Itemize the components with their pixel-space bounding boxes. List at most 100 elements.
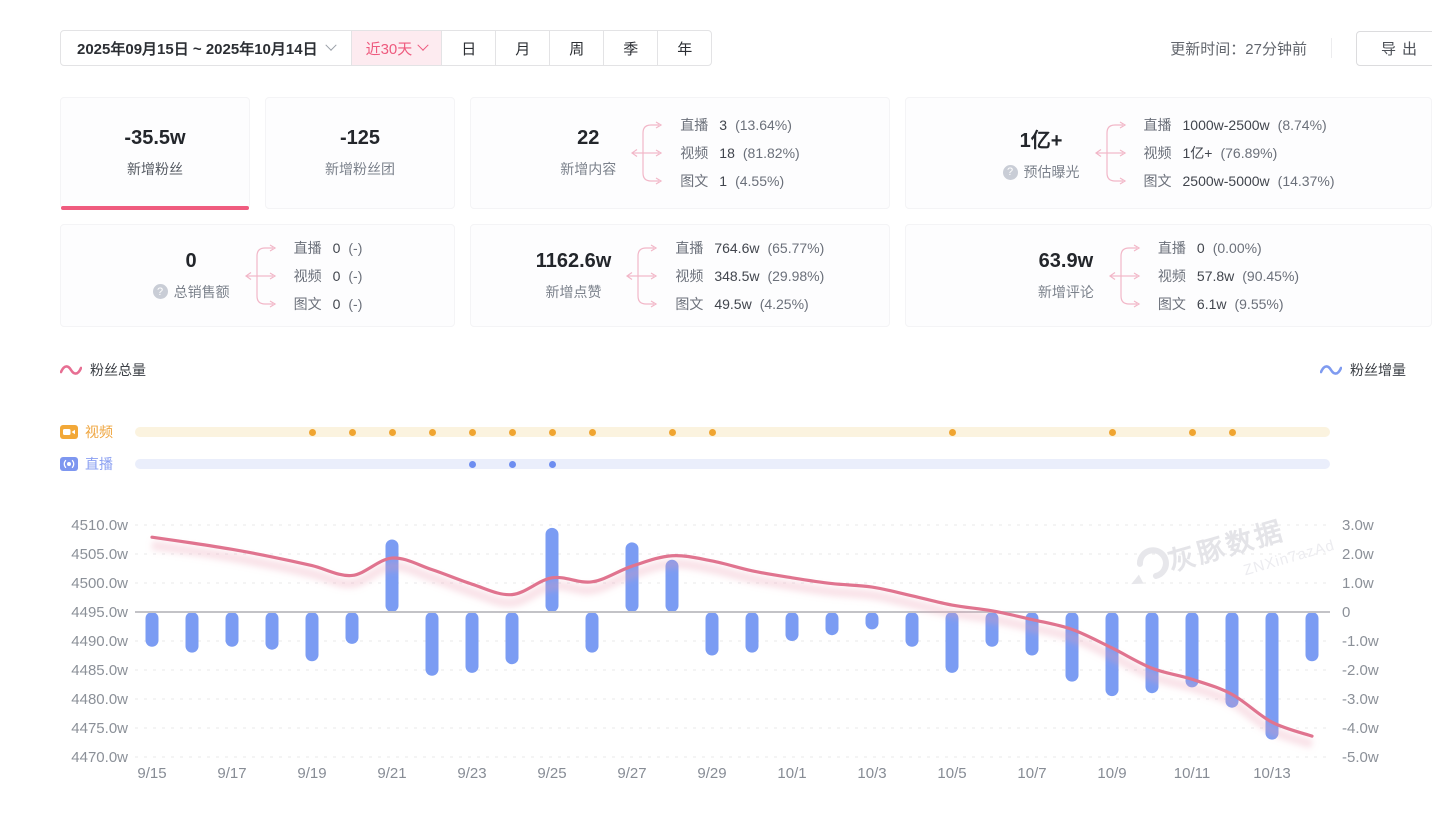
stat-card-new-fans[interactable]: -35.5w 新增粉丝: [60, 97, 250, 210]
help-icon[interactable]: [152, 284, 168, 299]
svg-text:4470.0w: 4470.0w: [71, 749, 128, 766]
svg-text:-3.0w: -3.0w: [1342, 691, 1379, 708]
svg-text:-4.0w: -4.0w: [1342, 720, 1379, 737]
divider: [1330, 38, 1332, 58]
breakdown-row: 视频 1亿+ (76.89%): [1143, 145, 1278, 161]
video-marker-dot[interactable]: [1188, 428, 1196, 436]
video-marker-dot[interactable]: [1228, 428, 1236, 436]
breakdown-row: 视频 18 (81.82%): [680, 145, 800, 161]
trend-chart-svg[interactable]: 4510.0w 3.0w 4505.0w 2.0w 4500.0w 1.0w 4495.0w…: [0, 497, 1432, 802]
live-icon: [60, 457, 78, 471]
svg-text:4505.0w: 4505.0w: [71, 546, 128, 563]
video-marker-row: 视频: [60, 424, 1432, 440]
tab-week[interactable]: 周: [549, 31, 603, 65]
video-track: [135, 427, 1330, 437]
live-marker-dot[interactable]: [468, 460, 476, 468]
stat-label: 新增点赞: [545, 283, 602, 300]
stat-label: 总销售额: [173, 283, 230, 300]
stat-value: 63.9w: [1038, 249, 1094, 272]
video-marker-dot[interactable]: [668, 428, 676, 436]
stat-value: 0: [185, 249, 197, 272]
video-marker-dot[interactable]: [428, 428, 436, 436]
stat-card-total-sales[interactable]: 0 总销售额 直播0(-) 视频0(-) 图文0(-): [60, 224, 455, 327]
stat-label: 新增粉丝: [127, 161, 183, 177]
stat-card-new-comments[interactable]: 63.9w 新增评论 直播 0 (0.00%) 视频 57.8w (90.45%): [905, 224, 1432, 327]
video-marker-dot[interactable]: [468, 428, 476, 436]
quick-range-text: 近30天: [365, 40, 413, 58]
toolbar-right: 更新时间：27分钟前 导出: [1170, 30, 1432, 66]
svg-text:10/3: 10/3: [857, 765, 886, 782]
svg-text:9/27: 9/27: [617, 765, 646, 782]
video-icon: [60, 425, 78, 439]
breakdown: 直播 764.6w (65.77%) 视频 348.5w (29.98%) 图文 49.5…: [675, 238, 824, 314]
video-marker-dot[interactable]: [348, 428, 356, 436]
chevron-down-icon: [417, 39, 429, 51]
breakdown-connector: [626, 243, 658, 308]
breakdown-row: 视频 0 (-): [293, 267, 363, 284]
pink-wave-icon: [60, 365, 82, 375]
breakdown: 直播 3 (13.64%) 视频 18 (81.82%) 图文 1 (4.55%): [680, 115, 799, 191]
svg-text:0: 0: [1342, 604, 1350, 621]
tab-month[interactable]: 月: [495, 31, 549, 65]
stats-panel: -35.5w 新增粉丝 -125 新增粉丝团 22 新增内容: [60, 97, 1432, 327]
svg-text:9/25: 9/25: [537, 765, 566, 782]
stat-value: -35.5w: [124, 127, 186, 149]
date-range-picker[interactable]: 2025年09月15日 ~ 2025年10月14日: [61, 31, 351, 65]
video-marker-dot[interactable]: [1108, 428, 1116, 436]
live-marker-dot[interactable]: [548, 460, 556, 468]
trend-chart[interactable]: 4510.0w 3.0w 4505.0w 2.0w 4500.0w 1.0w 4495.0w…: [0, 497, 1432, 802]
export-button[interactable]: 导出: [1355, 30, 1432, 66]
svg-text:2.0w: 2.0w: [1342, 546, 1374, 563]
date-range-group: 2025年09月15日 ~ 2025年10月14日 近30天 日 月 周 季 年: [60, 30, 713, 66]
stats-row-2: 0 总销售额 直播0(-) 视频0(-) 图文0(-): [60, 224, 1432, 327]
legend-fans-delta[interactable]: 粉丝增量: [1320, 360, 1406, 380]
legend-fans-total[interactable]: 粉丝总量: [60, 360, 146, 380]
tab-day[interactable]: 日: [441, 31, 495, 65]
svg-text:10/5: 10/5: [937, 765, 966, 782]
breakdown: 直播 1000w-2500w (8.74%) 视频 1亿+ (76.89%) 图文 250…: [1144, 115, 1335, 191]
tab-year[interactable]: 年: [657, 31, 711, 65]
breakdown-row: 直播 764.6w (65.77%): [675, 239, 825, 256]
svg-text:10/9: 10/9: [1097, 765, 1126, 782]
stat-card-new-content[interactable]: 22 新增内容 直播 3 (13.64%) 视频 18 (81.82%) 图文 1(: [470, 97, 890, 209]
quick-range-selector[interactable]: 近30天: [350, 31, 442, 65]
svg-text:9/19: 9/19: [297, 765, 326, 782]
svg-text:1.0w: 1.0w: [1342, 575, 1374, 592]
help-icon[interactable]: [1002, 164, 1018, 180]
breakdown-row: 图文 6.1w (9.55%): [1157, 295, 1284, 312]
svg-text:9/17: 9/17: [217, 765, 246, 782]
stat-value: -125: [339, 127, 381, 149]
video-marker-dot[interactable]: [708, 428, 716, 436]
video-marker-dot[interactable]: [548, 428, 556, 436]
breakdown-connector: [631, 121, 663, 185]
svg-text:10/7: 10/7: [1017, 765, 1046, 782]
tab-quarter[interactable]: 季: [603, 31, 657, 65]
video-marker-dot[interactable]: [508, 428, 516, 436]
breakdown-row: 直播 1000w-2500w (8.74%): [1143, 117, 1327, 133]
svg-text:4510.0w: 4510.0w: [71, 517, 128, 534]
chart-legend: 粉丝总量 粉丝增量: [60, 360, 1406, 380]
stat-label: 预估曝光: [1023, 164, 1080, 180]
stat-label: 新增评论: [1037, 283, 1094, 300]
svg-text:10/13: 10/13: [1253, 765, 1291, 782]
stat-card-new-likes[interactable]: 1162.6w 新增点赞 直播 764.6w (65.77%) 视频 348.5w (2…: [470, 224, 890, 327]
toolbar: 2025年09月15日 ~ 2025年10月14日 近30天 日 月 周 季 年…: [60, 30, 1432, 66]
video-marker-dot[interactable]: [948, 428, 956, 436]
stat-value: 1162.6w: [535, 249, 612, 272]
breakdown-row: 视频 348.5w (29.98%): [675, 267, 825, 284]
stat-label: 新增粉丝团: [325, 161, 395, 177]
video-marker-dot[interactable]: [588, 428, 596, 436]
live-track: [135, 459, 1330, 469]
svg-text:4480.0w: 4480.0w: [71, 691, 128, 708]
breakdown-row: 直播 3 (13.64%): [680, 117, 792, 133]
stat-card-new-fan-club[interactable]: -125 新增粉丝团: [265, 97, 455, 209]
live-marker-dot[interactable]: [508, 460, 516, 468]
breakdown-row: 图文 2500w-5000w (14.37%): [1143, 173, 1335, 189]
video-marker-dot[interactable]: [308, 428, 316, 436]
video-marker-dot[interactable]: [388, 428, 396, 436]
svg-text:9/29: 9/29: [697, 765, 726, 782]
breakdown-connector: [1108, 243, 1141, 308]
svg-text:4495.0w: 4495.0w: [71, 604, 128, 621]
active-tab-indicator: [61, 206, 249, 210]
